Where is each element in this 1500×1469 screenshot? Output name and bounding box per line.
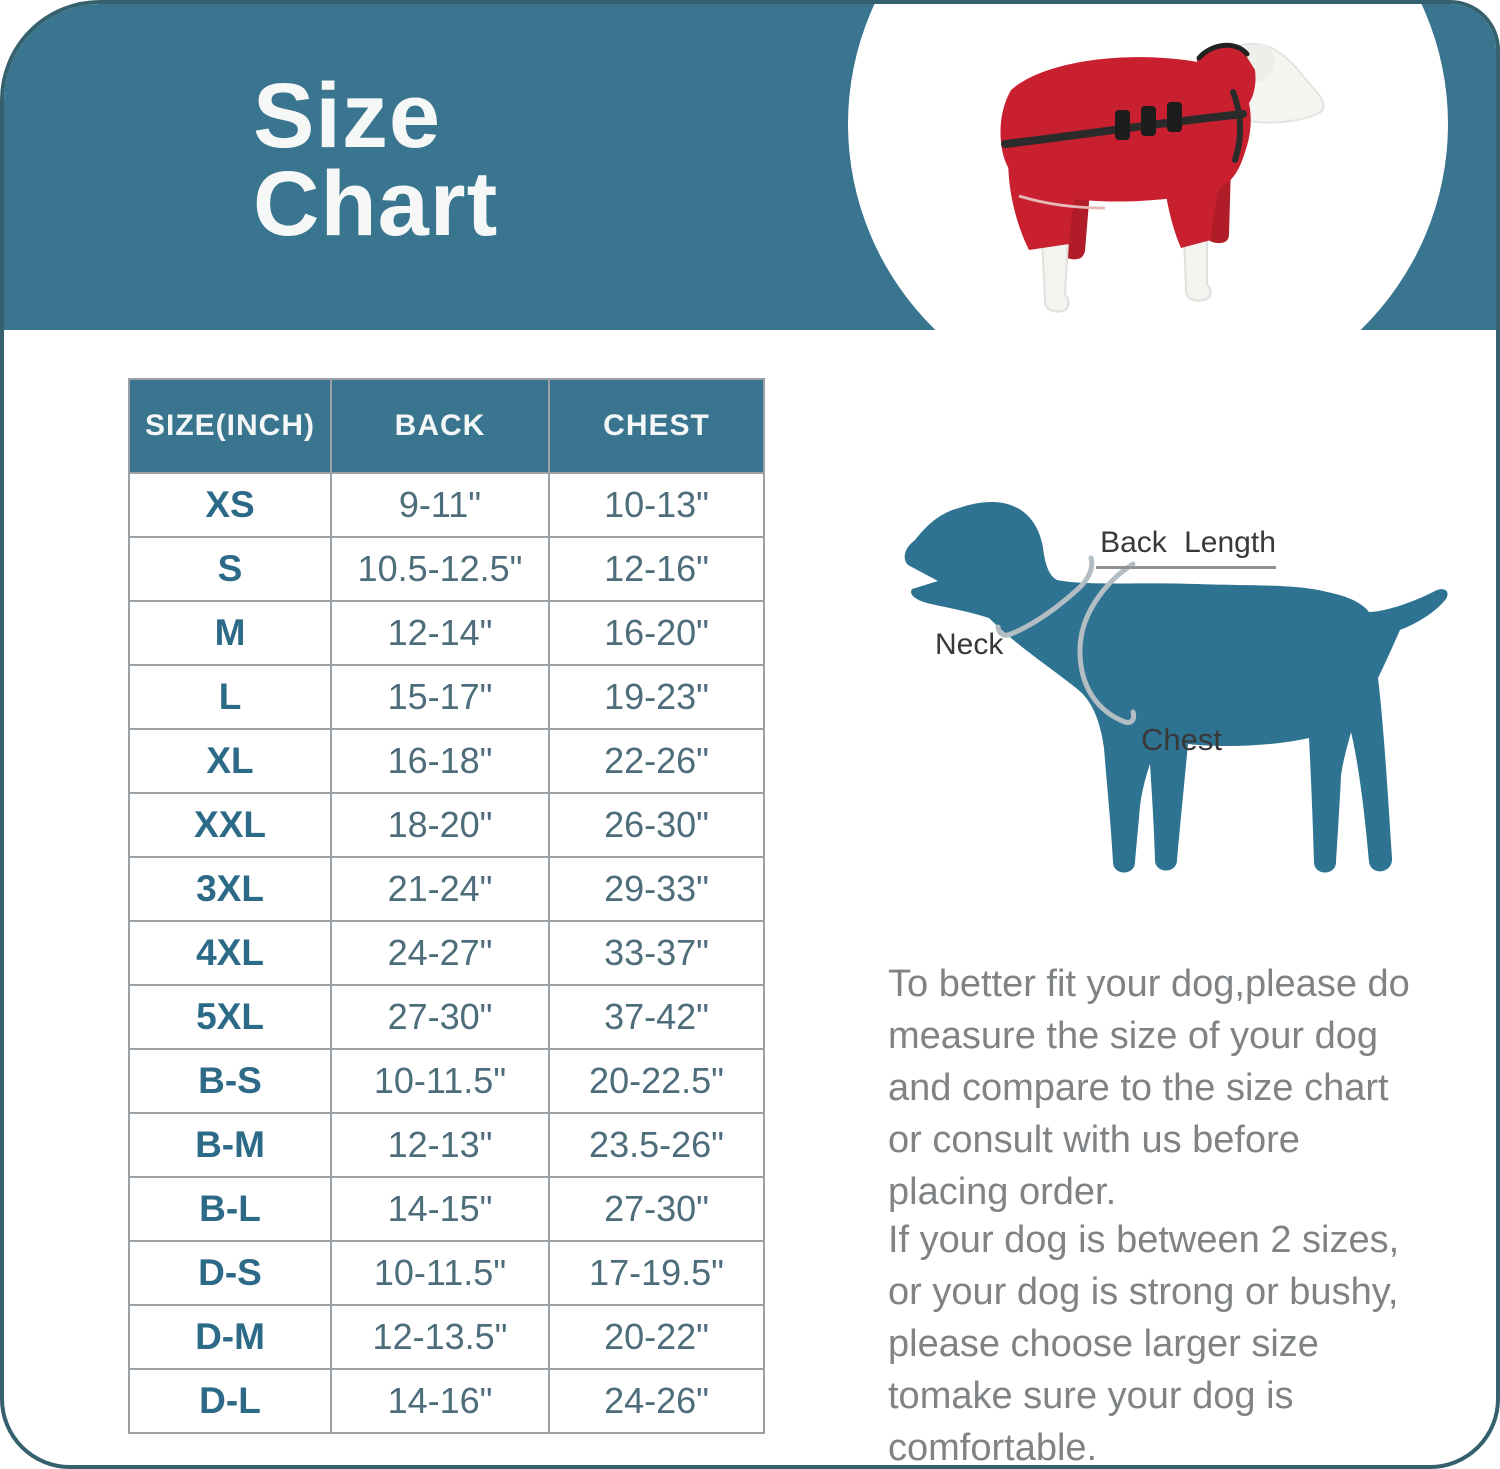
back-cell: 15-17": [330, 664, 550, 730]
chest-cell: 37-42": [548, 984, 765, 1050]
back-cell: 10-11.5": [330, 1240, 550, 1306]
chest-cell: 16-20": [548, 600, 765, 666]
size-table: SIZE(INCH) BACK CHEST XS 9-11" 10-13" S 10.5…: [128, 378, 765, 1434]
chest-cell: 24-26": [548, 1368, 765, 1434]
size-cell: D-S: [128, 1240, 332, 1306]
back-cell: 9-11": [330, 472, 550, 538]
size-cell: B-L: [128, 1176, 332, 1242]
chest-cell: 10-13": [548, 472, 765, 538]
chest-cell: 29-33": [548, 856, 765, 922]
size-cell: D-M: [128, 1304, 332, 1370]
size-cell: M: [128, 600, 332, 666]
size-cell: 5XL: [128, 984, 332, 1050]
chest-cell: 17-19.5": [548, 1240, 765, 1306]
back-cell: 24-27": [330, 920, 550, 986]
chest-cell: 20-22.5": [548, 1048, 765, 1114]
reflective-line: [1018, 194, 1106, 210]
red-collar: [1197, 46, 1256, 110]
dog-silhouette-icon: [904, 502, 1448, 873]
table-row: 4XL 24-27" 33-37": [128, 920, 765, 986]
table-row: L 15-17" 19-23": [128, 664, 765, 730]
size-cell: L: [128, 664, 332, 730]
column-header-chest: CHEST: [548, 378, 765, 474]
back-cell: 12-13.5": [330, 1304, 550, 1370]
table-row: 5XL 27-30" 37-42": [128, 984, 765, 1050]
product-photo-dog-raincoat: [1000, 42, 1325, 313]
neck-measure-line: [995, 555, 1095, 638]
back-cell: 12-14": [330, 600, 550, 666]
table-row: D-M 12-13.5" 20-22": [128, 1304, 765, 1370]
size-cell: XL: [128, 728, 332, 794]
dog-silhouette: [904, 502, 1448, 873]
buckle-1: [1115, 110, 1130, 140]
size-cell: XS: [128, 472, 332, 538]
back-cell: 12-13": [330, 1112, 550, 1178]
back-cell: 27-30": [330, 984, 550, 1050]
chest-label: Chest: [1141, 722, 1222, 757]
chest-measure-line: [1077, 561, 1137, 725]
chest-cell: 26-30": [548, 792, 765, 858]
table-row: XS 9-11" 10-13": [128, 472, 765, 538]
table-row: S 10.5-12.5" 12-16": [128, 536, 765, 602]
collar-trim: [1196, 42, 1250, 61]
column-header-size: SIZE(INCH): [128, 378, 332, 474]
table-row: XL 16-18" 22-26": [128, 728, 765, 794]
size-cell: 3XL: [128, 856, 332, 922]
fit-note-paragraph-2: If your dog is between 2 sizes, or your …: [888, 1219, 1400, 1469]
size-cell: XXL: [128, 792, 332, 858]
page-title-line-1: Size: [253, 65, 442, 167]
buckle-3: [1167, 102, 1182, 132]
buckle-2: [1141, 106, 1156, 136]
size-cell: 4XL: [128, 920, 332, 986]
back-length-underline: [1096, 566, 1276, 569]
chest-cell: 12-16": [548, 536, 765, 602]
fit-note-paragraph-1: To better fit your dog,please do measure…: [888, 963, 1410, 1213]
table-row: XXL 18-20" 26-30": [128, 792, 765, 858]
back-cell: 10-11.5": [330, 1048, 550, 1114]
chest-cell: 27-30": [548, 1176, 765, 1242]
back-cell: 14-16": [330, 1368, 550, 1434]
table-row: B-S 10-11.5" 20-22.5": [128, 1048, 765, 1114]
chest-cell: 19-23": [548, 664, 765, 730]
chest-strap: [1230, 89, 1244, 163]
back-cell: 14-15": [330, 1176, 550, 1242]
table-row: B-M 12-13" 23.5-26": [128, 1112, 765, 1178]
column-header-back: BACK: [330, 378, 550, 474]
front-trouser: [1163, 176, 1223, 248]
table-row: M 12-14" 16-20": [128, 600, 765, 666]
table-header-row: SIZE(INCH) BACK CHEST: [128, 378, 765, 474]
chest-cell: 22-26": [548, 728, 765, 794]
size-cell: B-S: [128, 1048, 332, 1114]
chest-cell: 33-37": [548, 920, 765, 986]
size-table-body: XS 9-11" 10-13" S 10.5-12.5" 12-16" M 12-14" 16-…: [128, 472, 765, 1434]
back-length-label: Back Length: [1100, 526, 1276, 559]
rear-trouser: [1008, 146, 1083, 250]
back-cell: 18-20": [330, 792, 550, 858]
size-cell: D-L: [128, 1368, 332, 1434]
table-row: B-L 14-15" 27-30": [128, 1176, 765, 1242]
table-row: D-L 14-16" 24-26": [128, 1368, 765, 1434]
back-cell: 21-24": [330, 856, 550, 922]
table-row: 3XL 21-24" 29-33": [128, 856, 765, 922]
neck-label: Neck: [935, 628, 1004, 661]
chest-cell: 20-22": [548, 1304, 765, 1370]
table-row: D-S 10-11.5" 17-19.5": [128, 1240, 765, 1306]
back-cell: 16-18": [330, 728, 550, 794]
back-cell: 10.5-12.5": [330, 536, 550, 602]
size-cell: S: [128, 536, 332, 602]
size-cell: B-M: [128, 1112, 332, 1178]
page-title: Size Chart: [253, 65, 499, 255]
chest-cell: 23.5-26": [548, 1112, 765, 1178]
page-title-line-2: Chart: [253, 153, 499, 255]
